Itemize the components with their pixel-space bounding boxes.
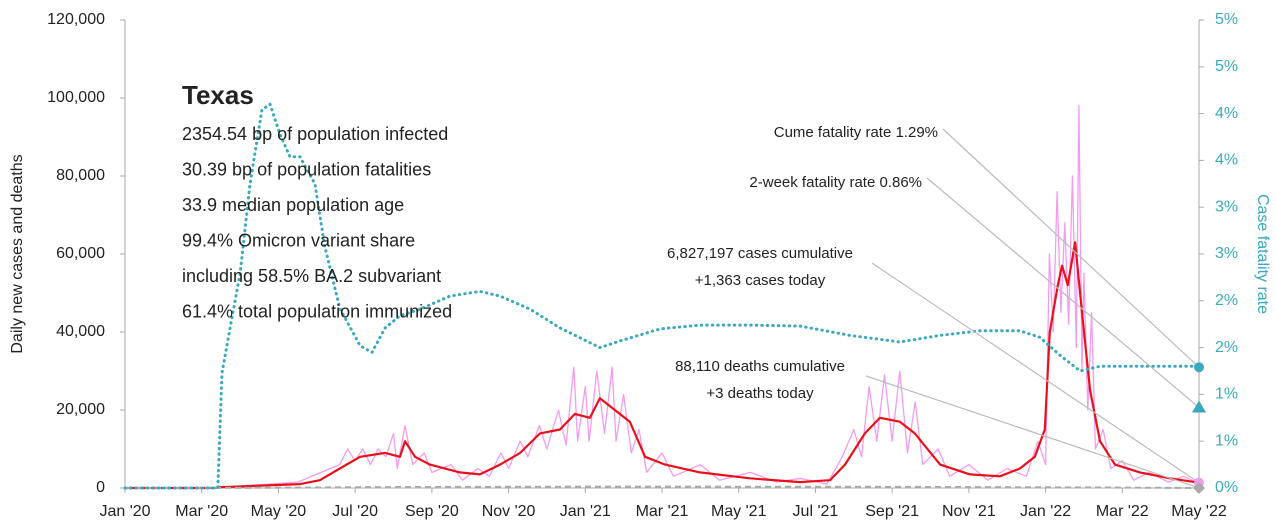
x-tick-label: Jan '22	[1020, 503, 1071, 520]
info-line: 61.4% total population immunized	[182, 301, 452, 321]
end-marker	[1192, 400, 1206, 413]
leader-line	[865, 375, 1200, 489]
y-tick-label: 60,000	[56, 245, 105, 262]
x-tick-label: Nov '20	[482, 503, 536, 520]
x-tick-label: May '20	[251, 503, 307, 520]
info-line: including 58.5% BA.2 subvariant	[182, 266, 441, 286]
annotation-text: +3 deaths today	[706, 385, 814, 402]
x-tick-label: Mar '20	[175, 503, 228, 520]
y2-tick-label: 1%	[1215, 386, 1238, 403]
annotation-text: +1,363 cases today	[695, 272, 826, 289]
y2-tick-label: 3%	[1215, 198, 1238, 215]
y2-tick-label: 5%	[1215, 58, 1238, 75]
y2-tick-label: 3%	[1215, 245, 1238, 262]
y2-tick-label: 1%	[1215, 432, 1238, 449]
y-tick-label: 100,000	[47, 89, 105, 106]
info-line: 33.9 median population age	[182, 195, 404, 215]
end-marker	[1194, 362, 1204, 373]
x-tick-label: Jan '21	[560, 503, 611, 520]
x-tick-label: Jul '20	[332, 503, 378, 520]
leader-line	[871, 262, 1200, 484]
y-tick-label: 120,000	[47, 11, 105, 28]
x-tick-label: Mar '21	[636, 503, 689, 520]
y2-tick-label: 5%	[1215, 11, 1238, 28]
info-title: Texas	[182, 80, 254, 110]
y2-tick-label: 0%	[1215, 479, 1238, 496]
x-tick-label: Jul '21	[793, 503, 839, 520]
x-tick-label: Sep '20	[405, 503, 459, 520]
y-tick-label: 40,000	[56, 323, 105, 340]
annotation-text: 88,110 deaths cumulative	[675, 358, 845, 375]
y2-tick-label: 4%	[1215, 152, 1238, 169]
info-line: 99.4% Omicron variant share	[182, 230, 415, 250]
end-marker	[1193, 481, 1205, 494]
series-line	[125, 241, 1200, 490]
x-tick-label: Mar '22	[1096, 503, 1149, 520]
x-tick-label: May '22	[1171, 503, 1227, 520]
y2-tick-label: 4%	[1215, 105, 1238, 122]
x-tick-label: Nov '21	[942, 503, 996, 520]
leader-line	[926, 177, 1200, 408]
info-line: 2354.54 bp of population infected	[182, 124, 448, 144]
y2-axis-title: Case fatality rate	[1254, 194, 1271, 314]
y-tick-label: 20,000	[56, 401, 105, 418]
y-tick-label: 0	[96, 479, 105, 496]
x-tick-label: May '21	[711, 503, 767, 520]
y2-tick-label: 2%	[1215, 292, 1238, 309]
series-line	[124, 485, 1200, 489]
annotation-text: 2-week fatality rate 0.86%	[749, 174, 922, 191]
info-line: 30.39 bp of population fatalities	[182, 159, 431, 179]
x-tick-label: Jan '20	[99, 503, 150, 520]
annotation-text: Cume fatality rate 1.29%	[774, 124, 938, 141]
annotation-text: 6,827,197 cases cumulative	[667, 245, 853, 262]
y2-tick-label: 2%	[1215, 339, 1238, 356]
x-tick-label: Sep '21	[865, 503, 919, 520]
y-axis-title: Daily new cases and deaths	[9, 154, 26, 353]
leader-line	[942, 128, 1200, 368]
y-tick-label: 80,000	[56, 167, 105, 184]
series-line	[123, 102, 1201, 490]
